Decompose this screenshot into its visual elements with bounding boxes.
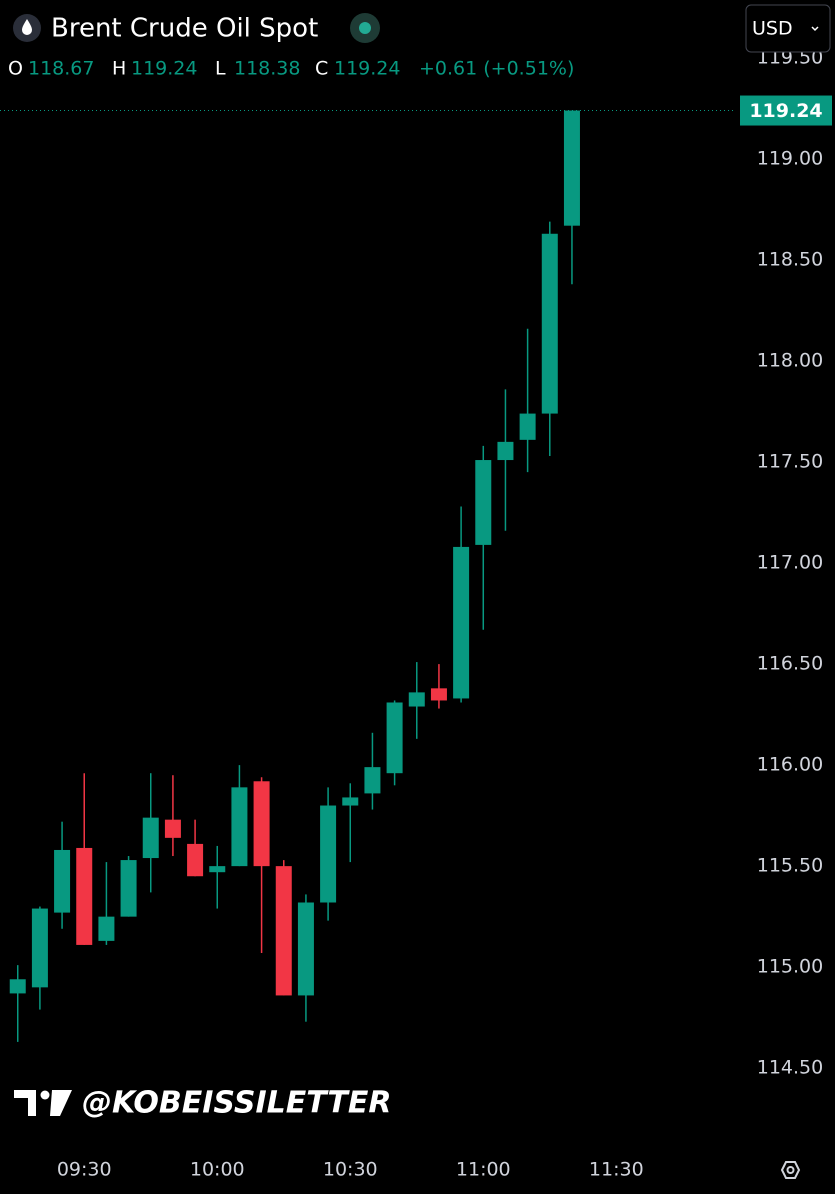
currency-button[interactable] xyxy=(745,4,831,53)
candle-body xyxy=(297,902,314,996)
ohlc-value: 118.38 xyxy=(234,58,300,80)
candle-body xyxy=(164,819,181,838)
y-tick-label: 117.00 xyxy=(757,552,823,574)
ohlc-value: 119.24 xyxy=(334,58,400,80)
drop-icon xyxy=(22,19,32,35)
candle-body xyxy=(320,805,337,903)
tradingview-logo xyxy=(14,1090,72,1116)
y-tick-label: 114.50 xyxy=(757,1057,823,1079)
watermark: @KOBEISSILETTER xyxy=(82,1086,391,1121)
ohlc-value: 118.67 xyxy=(28,58,94,80)
chart-title: Brent Crude Oil Spot xyxy=(51,14,318,44)
candle-body xyxy=(231,787,248,867)
ohlc-legend: O 118.67 H 119.24 L 118.38 C 119.24 +0.61 (+0.51… xyxy=(8,58,574,80)
y-tick-label: 117.50 xyxy=(757,451,823,473)
candle-body xyxy=(453,546,470,699)
candle-body xyxy=(563,110,580,226)
last-price-label: 119.24 xyxy=(749,100,822,122)
candle-body xyxy=(209,866,226,873)
candle-body xyxy=(275,866,292,996)
change-label: +0.61 (+0.51%) xyxy=(419,58,574,80)
candle-body xyxy=(408,692,425,707)
x-tick-label: 09:30 xyxy=(57,1159,112,1181)
candle-body xyxy=(519,413,536,440)
candle-body xyxy=(142,817,159,859)
y-tick-label: 118.50 xyxy=(757,249,823,271)
dropdown-arrow xyxy=(811,26,819,32)
ohlc-value: 119.24 xyxy=(131,58,197,80)
candle-body xyxy=(76,847,93,945)
candle-body xyxy=(475,460,492,545)
status-dot xyxy=(359,22,371,34)
plot: 114.50 115.00 115.50 116.00 116.50 117.00 117.… xyxy=(0,47,832,1181)
y-tick-label: 116.00 xyxy=(757,754,823,776)
candle-body xyxy=(364,767,381,794)
y-tick-label: 115.50 xyxy=(757,855,823,877)
candle-body xyxy=(253,781,270,867)
last-price-tag xyxy=(740,95,832,126)
candle-body xyxy=(9,979,26,994)
ohlc-key: L xyxy=(215,58,226,80)
candle-body xyxy=(541,233,558,414)
candle-body xyxy=(342,797,359,806)
ohlc-key: O xyxy=(8,58,23,80)
settings-icon[interactable] xyxy=(780,1161,801,1179)
candle-body xyxy=(54,849,71,913)
x-tick-label: 10:00 xyxy=(190,1159,245,1181)
candle-body xyxy=(430,688,447,701)
candle-body xyxy=(386,702,403,774)
candle-body xyxy=(98,916,115,941)
candle-body xyxy=(31,908,48,988)
y-tick-label: 119.00 xyxy=(757,148,823,170)
candle-body xyxy=(187,843,204,877)
ohlc-key: C xyxy=(315,58,328,80)
y-tick-label: 118.00 xyxy=(757,350,823,372)
x-tick-label: 11:30 xyxy=(589,1159,644,1181)
ohlc-key: H xyxy=(112,58,126,80)
candle-body xyxy=(497,441,514,461)
x-tick-label: 10:30 xyxy=(323,1159,378,1181)
currency-label[interactable]: USD xyxy=(752,18,793,40)
candle-body xyxy=(120,860,137,917)
y-tick-label: 116.50 xyxy=(757,653,823,675)
x-tick-label: 11:00 xyxy=(456,1159,511,1181)
y-tick-label: 115.00 xyxy=(757,956,823,978)
